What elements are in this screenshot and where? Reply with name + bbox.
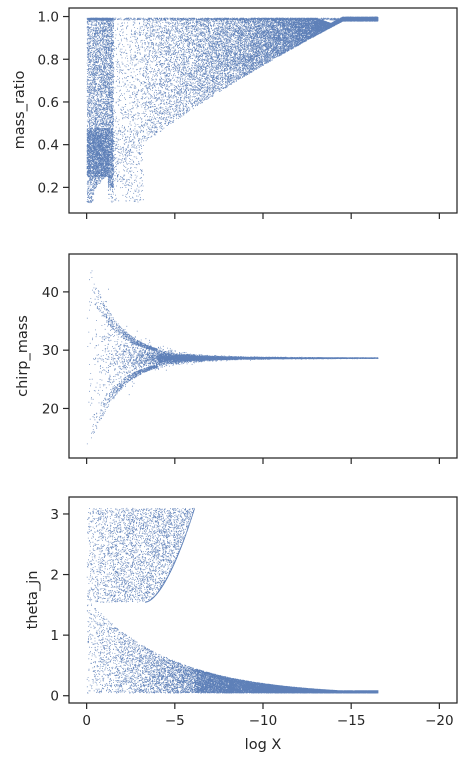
ticks-1: 0.2 0.4 0.6 0.8 1.0 <box>38 10 440 219</box>
y-tick-label-3-1: 1 <box>50 628 59 644</box>
y-tick-label-1-0: 0.2 <box>38 180 59 196</box>
x-tick-label-2: −10 <box>249 713 278 729</box>
panel-chirp-mass: 20 30 40 chirp_mass <box>15 253 458 464</box>
points-2 <box>86 270 379 445</box>
x-tick-label-4: −20 <box>425 713 454 729</box>
y-tick-label-1-1: 0.4 <box>38 138 59 154</box>
x-tick-label-1: −5 <box>165 713 185 729</box>
y-tick-label-1-4: 1.0 <box>38 10 59 26</box>
y-tick-label-2-2: 40 <box>42 285 59 301</box>
y-tick-label-2-1: 30 <box>42 343 59 359</box>
x-tick-label-3: −15 <box>337 713 366 729</box>
xlabel-3: log X <box>245 737 282 753</box>
panel-theta-jn: 0 −5 −10 −15 −20 0 1 2 3 theta_jn log X <box>25 496 458 753</box>
points-3 <box>86 507 379 694</box>
plot-area-2 <box>69 254 457 458</box>
frame-1 <box>68 7 458 214</box>
points-1 <box>86 16 379 204</box>
y-tick-label-2-0: 20 <box>42 401 59 417</box>
scatter-points-1 <box>86 16 379 204</box>
ticks-3: 0 −5 −10 −15 −20 0 1 2 3 <box>50 507 453 729</box>
y-tick-label-3-3: 3 <box>50 507 59 523</box>
ylabel-3: theta_jn <box>25 571 41 630</box>
y-tick-label-1-3: 0.8 <box>38 52 59 68</box>
ylabel-1: mass_ratio <box>12 70 28 149</box>
scatter-points-2 <box>86 270 379 445</box>
plot-area-1 <box>69 8 457 213</box>
panel-mass-ratio: 0.2 0.4 0.6 0.8 1.0 mass_ratio <box>12 7 458 219</box>
frame-2 <box>68 253 458 459</box>
ticks-2: 20 30 40 <box>42 285 440 464</box>
ylabel-2: chirp_mass <box>15 315 31 397</box>
y-tick-label-3-0: 0 <box>50 689 59 705</box>
x-tick-label-0: 0 <box>82 713 91 729</box>
y-tick-label-1-2: 0.6 <box>38 95 59 111</box>
y-tick-label-3-2: 2 <box>50 568 59 584</box>
scatter-points-3 <box>86 507 379 694</box>
frame-3 <box>68 496 458 704</box>
